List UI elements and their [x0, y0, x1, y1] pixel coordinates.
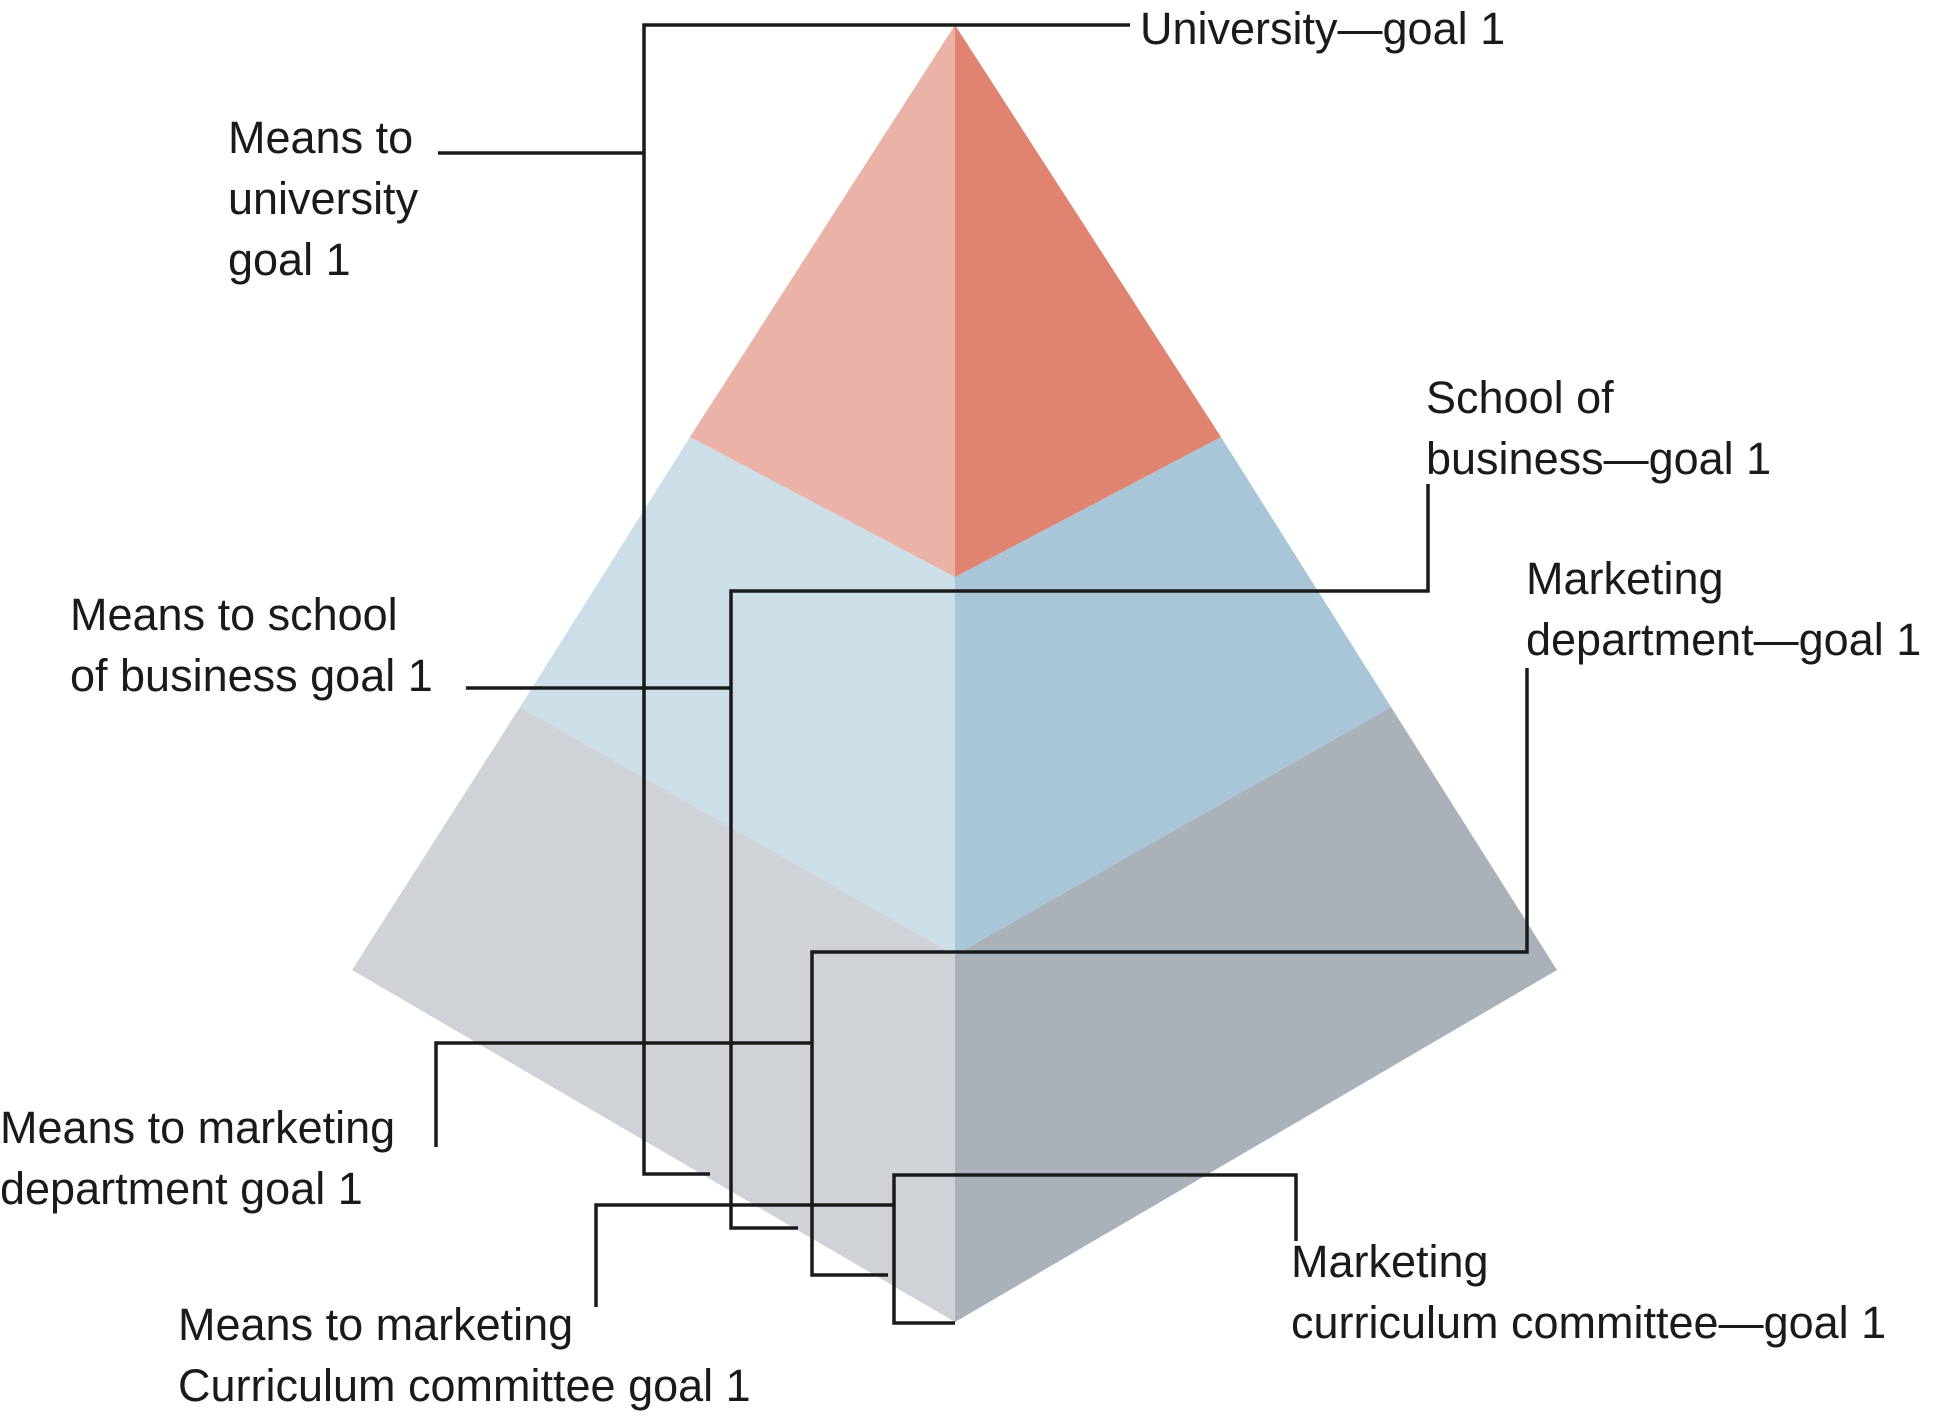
means-university-label: Means to university goal 1 — [228, 112, 431, 285]
school-goal-line-2: business—goal 1 — [1426, 433, 1771, 484]
top-tier-right-face — [955, 25, 1221, 577]
school-goal-line-1: School of — [1426, 372, 1614, 423]
connector-means-committee — [594, 1203, 894, 1307]
means-committee-label: Means to marketing Curriculum committee … — [178, 1299, 751, 1411]
bottom-tier-right-face — [955, 707, 1557, 1322]
department-goal-label: Marketing department—goal 1 — [1526, 553, 1921, 665]
top-tier-left-face — [690, 25, 955, 577]
connector-school — [729, 484, 1430, 1230]
middle-tier-left-face — [520, 437, 955, 955]
university-goal-label: University—goal 1 — [1140, 3, 1505, 54]
university-goal-line: University—goal 1 — [1140, 3, 1505, 54]
committee-goal-label: Marketing curriculum committee—goal 1 — [1291, 1236, 1886, 1348]
middle-tier-right-face — [955, 437, 1391, 955]
means-university-line-3: goal 1 — [228, 234, 351, 285]
department-goal-line-1: Marketing — [1526, 553, 1724, 604]
means-school-line-1: Means to school — [70, 589, 398, 640]
committee-goal-line-2: curriculum committee—goal 1 — [1291, 1297, 1886, 1348]
means-university-line-2: university — [228, 173, 419, 224]
means-committee-line-1: Means to marketing — [178, 1299, 573, 1350]
school-goal-label: School of business—goal 1 — [1426, 372, 1771, 484]
connector-committee — [892, 1173, 1298, 1325]
connector-university — [642, 23, 1130, 1176]
means-school-line-2: of business goal 1 — [70, 650, 433, 701]
bottom-tier-left-face — [352, 707, 955, 1322]
committee-goal-line-1: Marketing — [1291, 1236, 1489, 1287]
means-committee-line-2: Curriculum committee goal 1 — [178, 1360, 751, 1411]
connector-department — [810, 668, 1529, 1277]
means-department-line-1: Means to marketing — [0, 1102, 395, 1153]
means-department-line-2: department goal 1 — [0, 1163, 363, 1214]
means-department-label: Means to marketing department goal 1 — [0, 1102, 408, 1214]
means-university-line-1: Means to — [228, 112, 413, 163]
connector-means-department — [434, 1041, 812, 1147]
department-goal-line-2: department—goal 1 — [1526, 614, 1921, 665]
means-school-label: Means to school of business goal 1 — [70, 589, 433, 701]
